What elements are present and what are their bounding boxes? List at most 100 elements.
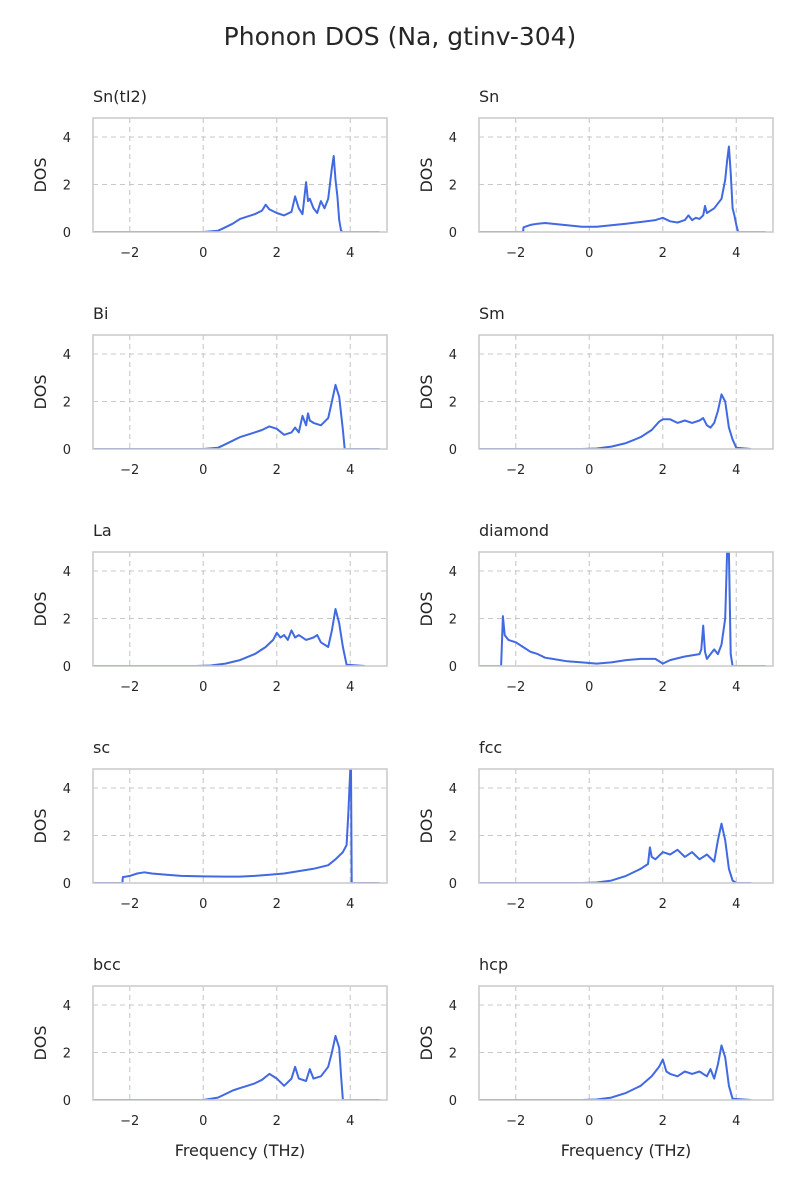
- x-tick-label: 0: [585, 897, 593, 912]
- dos-curve: [479, 1044, 752, 1100]
- x-tick-label: 4: [346, 897, 354, 912]
- y-tick-label: 2: [63, 396, 71, 411]
- panel-grid: Sn(tI2) −2 0 2 4 0 2 4 DOS Sn −2 0 2 4 0 2 4 DOS Bi −2 0 2 4 0 2…: [31, 87, 774, 1160]
- y-tick-label: 0: [449, 1094, 457, 1109]
- y-tick-label: 4: [449, 565, 457, 580]
- y-tick-label: 2: [63, 1047, 71, 1062]
- panel-title: sc: [93, 738, 110, 757]
- x-tick-label: 0: [199, 1114, 207, 1129]
- y-axis-label: DOS: [417, 808, 436, 843]
- x-tick-label: 0: [199, 246, 207, 261]
- y-tick-label: 0: [449, 226, 457, 241]
- y-tick-label: 4: [449, 782, 457, 797]
- y-axis-label: DOS: [31, 157, 50, 192]
- dos-curve: [93, 1034, 380, 1100]
- x-tick-label: −2: [506, 1114, 525, 1129]
- y-tick-label: 4: [449, 131, 457, 146]
- x-tick-label: −2: [120, 1114, 139, 1129]
- x-axis-label: Frequency (THz): [175, 1141, 305, 1160]
- y-tick-label: 4: [63, 782, 71, 797]
- panel-title: diamond: [479, 521, 549, 540]
- panel-title: La: [93, 521, 112, 540]
- x-tick-label: 4: [346, 246, 354, 261]
- y-tick-label: 0: [63, 660, 71, 675]
- x-tick-label: 0: [585, 1114, 593, 1129]
- dos-curve: [479, 145, 766, 232]
- x-tick-label: 0: [585, 463, 593, 478]
- y-axis-label: DOS: [417, 1025, 436, 1060]
- x-tick-label: 2: [273, 463, 281, 478]
- x-tick-label: −2: [120, 246, 139, 261]
- x-tick-label: 2: [659, 246, 667, 261]
- axes-frame: [478, 551, 774, 667]
- x-tick-label: 4: [346, 463, 354, 478]
- x-tick-label: −2: [120, 680, 139, 695]
- x-tick-label: 4: [732, 680, 740, 695]
- x-tick-label: −2: [506, 463, 525, 478]
- x-tick-label: 4: [346, 1114, 354, 1129]
- x-tick-label: 4: [732, 1114, 740, 1129]
- axes-frame: [92, 334, 388, 450]
- y-tick-label: 2: [449, 1047, 457, 1062]
- y-tick-label: 0: [63, 226, 71, 241]
- grid-lines: [479, 335, 773, 450]
- grid-lines: [93, 769, 387, 884]
- x-tick-label: 0: [585, 246, 593, 261]
- dos-panel: diamond −2 0 2 4 0 2 4 DOS: [417, 521, 774, 695]
- x-axis-label: Frequency (THz): [561, 1141, 691, 1160]
- x-tick-label: 0: [199, 897, 207, 912]
- y-tick-label: 0: [449, 660, 457, 675]
- y-tick-label: 2: [449, 830, 457, 845]
- x-tick-label: 2: [273, 1114, 281, 1129]
- x-tick-label: 0: [199, 463, 207, 478]
- dos-panel: bcc −2 0 2 4 0 2 4 DOS Frequency (THz): [31, 955, 388, 1160]
- axes-frame: [478, 985, 774, 1101]
- axes-frame: [92, 985, 388, 1101]
- axes-frame: [478, 768, 774, 884]
- axes-frame: [92, 551, 388, 667]
- axes-frame: [92, 117, 388, 233]
- dos-panel: hcp −2 0 2 4 0 2 4 DOS Frequency (THz): [417, 955, 774, 1160]
- dos-panel: Bi −2 0 2 4 0 2 4 DOS: [31, 304, 388, 478]
- x-tick-label: 2: [273, 680, 281, 695]
- x-tick-label: 2: [273, 897, 281, 912]
- y-tick-label: 0: [63, 877, 71, 892]
- x-tick-label: −2: [506, 897, 525, 912]
- y-axis-label: DOS: [417, 374, 436, 409]
- y-axis-label: DOS: [31, 808, 50, 843]
- y-tick-label: 4: [63, 131, 71, 146]
- dos-panel: sc −2 0 2 4 0 2 4 DOS: [31, 738, 388, 912]
- y-tick-label: 2: [449, 396, 457, 411]
- y-tick-label: 0: [63, 1094, 71, 1109]
- panel-title: Sm: [479, 304, 505, 323]
- y-tick-label: 2: [63, 613, 71, 628]
- figure-title: Phonon DOS (Na, gtinv-304): [224, 22, 577, 51]
- y-axis-label: DOS: [31, 1025, 50, 1060]
- dos-curve: [93, 155, 380, 232]
- x-tick-label: −2: [506, 246, 525, 261]
- x-tick-label: 0: [585, 680, 593, 695]
- y-tick-label: 2: [63, 830, 71, 845]
- dos-panel: Sn(tI2) −2 0 2 4 0 2 4 DOS: [31, 87, 388, 261]
- dos-curve: [479, 552, 766, 666]
- dos-curve: [479, 393, 752, 449]
- dos-panel: La −2 0 2 4 0 2 4 DOS: [31, 521, 388, 695]
- x-tick-label: −2: [120, 897, 139, 912]
- y-tick-label: 4: [63, 565, 71, 580]
- y-tick-label: 2: [63, 179, 71, 194]
- x-tick-label: 2: [273, 246, 281, 261]
- y-tick-label: 4: [63, 999, 71, 1014]
- y-axis-label: DOS: [417, 591, 436, 626]
- y-tick-label: 4: [63, 348, 71, 363]
- panel-title: bcc: [93, 955, 121, 974]
- x-tick-label: 2: [659, 897, 667, 912]
- dos-curve: [93, 608, 365, 666]
- dos-curve: [93, 383, 380, 449]
- x-tick-label: 0: [199, 680, 207, 695]
- grid-lines: [93, 986, 387, 1101]
- axes-frame: [478, 334, 774, 450]
- dos-panel: Sn −2 0 2 4 0 2 4 DOS: [417, 87, 774, 261]
- y-axis-label: DOS: [31, 374, 50, 409]
- panel-title: Sn(tI2): [93, 87, 147, 106]
